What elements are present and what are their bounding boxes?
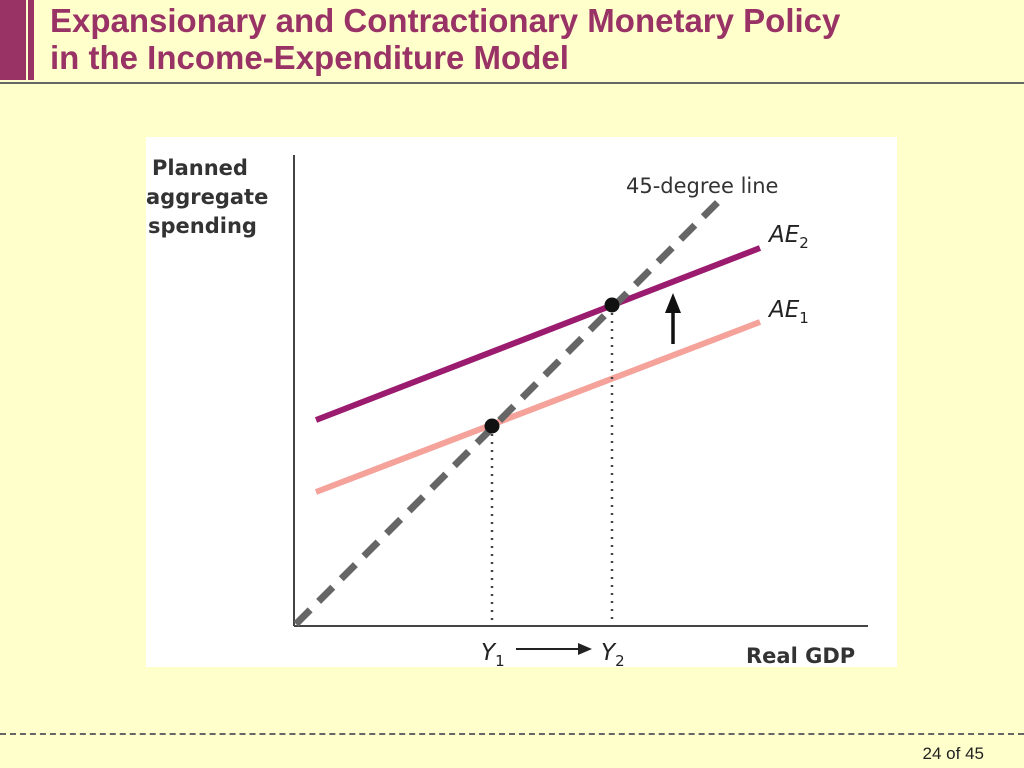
income-expenditure-diagram: Planned aggregate spending 45-degree lin…	[146, 137, 897, 667]
ae1-label: AE1	[767, 297, 809, 327]
ae1-label-name: AE	[767, 297, 800, 323]
y-axis-label-line-2: aggregate	[146, 185, 268, 209]
y1-label-subscript: 1	[495, 652, 505, 667]
y-axis-label-line-1: Planned	[152, 156, 248, 180]
slide-title-line-1: Expansionary and Contractionary Monetary…	[50, 2, 841, 39]
slide-title: Expansionary and Contractionary Monetary…	[50, 2, 1015, 76]
ae2-label: AE2	[767, 222, 809, 252]
ae1-line	[314, 319, 762, 495]
equilibrium-point-2	[604, 297, 620, 313]
y2-label-name: Y	[601, 640, 617, 666]
right-arrow-icon	[578, 643, 592, 655]
forty-five-degree-line	[293, 198, 722, 627]
title-accent-bar-thin	[28, 0, 34, 80]
y1-label-name: Y	[481, 640, 497, 666]
slide-title-line-2: in the Income-Expenditure Model	[50, 39, 569, 76]
ae1-label-subscript: 1	[799, 309, 809, 327]
title-divider	[0, 82, 1024, 84]
y-axis-label: Planned aggregate spending	[146, 156, 276, 238]
ae2-label-name: AE	[767, 222, 800, 248]
footer-divider	[0, 733, 1024, 735]
shift-arrow-icon	[665, 293, 681, 313]
y2-label: Y2	[601, 640, 625, 667]
y1-label: Y1	[481, 640, 505, 667]
equilibrium-point-1	[484, 418, 500, 434]
y2-label-subscript: 2	[615, 652, 625, 667]
ae2-line	[314, 245, 762, 423]
page-number: 24 of 45	[922, 744, 984, 763]
ae2-label-subscript: 2	[799, 234, 809, 252]
x-axis-label: Real GDP	[746, 644, 855, 667]
forty-five-degree-label: 45-degree line	[626, 174, 778, 198]
y-axis-label-line-3: spending	[148, 214, 257, 238]
title-accent-bar	[0, 0, 26, 80]
